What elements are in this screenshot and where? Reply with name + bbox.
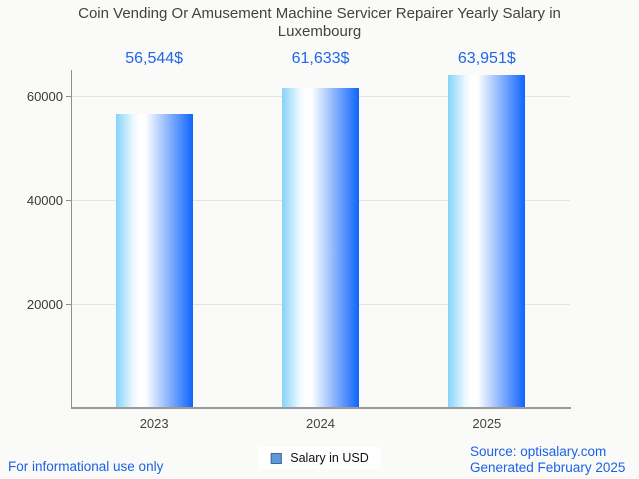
- bar-2024: [282, 87, 359, 407]
- xtick-label-2025: 2025: [472, 416, 502, 431]
- value-label-2024: 61,633$: [291, 50, 350, 67]
- ytick-mark-40000: [66, 200, 71, 201]
- value-label-2025: 63,951$: [457, 50, 516, 67]
- xtick-label-2024: 2024: [306, 416, 335, 431]
- chart-title: Coin Vending Or Amusement Machine Servic…: [78, 5, 561, 40]
- ytick-mark-60000: [66, 96, 71, 97]
- value-label-2023: 56,544$: [125, 50, 184, 67]
- source-block: Source: optisalary.com Generated Februar…: [470, 444, 625, 475]
- ytick-label-20000: 20000: [26, 297, 63, 312]
- y-axis-line: [71, 70, 72, 408]
- ytick-label-60000: 60000: [26, 89, 63, 104]
- disclaimer-text: For informational use only: [8, 459, 164, 474]
- source-link[interactable]: Source: optisalary.com: [470, 444, 607, 459]
- ytick-mark-20000: [66, 304, 71, 305]
- bar-2023: [115, 113, 193, 407]
- generated-date: Generated February 2025: [470, 459, 626, 475]
- x-axis-line: [71, 407, 571, 409]
- legend-label: Salary in USD: [290, 451, 369, 465]
- legend-swatch-icon: [270, 452, 282, 464]
- xtick-label-2023: 2023: [139, 416, 169, 431]
- bar-2025: [448, 75, 526, 407]
- ytick-label-40000: 40000: [26, 193, 63, 208]
- legend: Salary in USD: [258, 447, 381, 469]
